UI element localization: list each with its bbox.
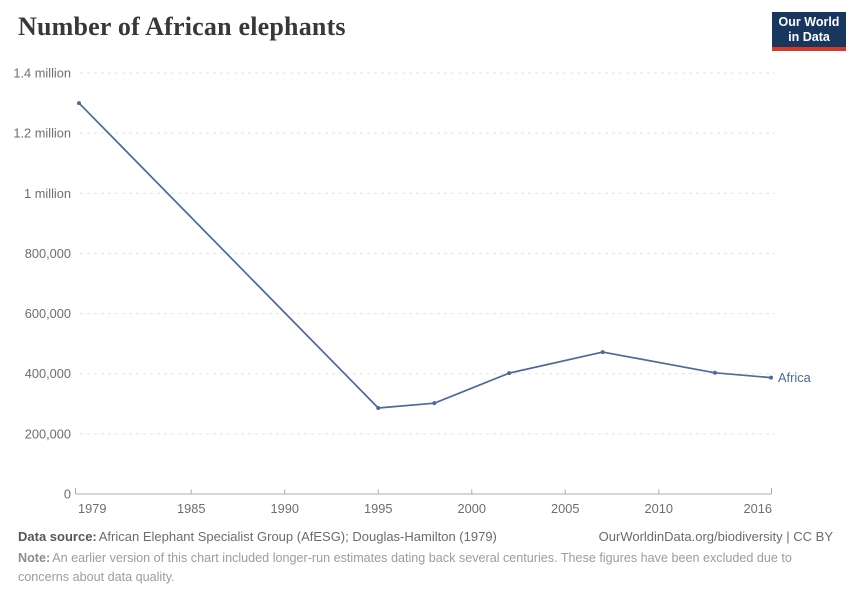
- chart-note: Note: An earlier version of this chart in…: [18, 549, 833, 586]
- chart-title: Number of African elephants: [18, 12, 346, 41]
- data-point: [600, 350, 605, 355]
- y-axis-tick-label: 200,000: [25, 426, 71, 441]
- x-axis-tick-label: 2016: [744, 501, 772, 516]
- data-source-text: African Elephant Specialist Group (AfESG…: [98, 529, 497, 544]
- note-label: Note:: [18, 551, 51, 565]
- owid-logo-line1: Our World: [778, 15, 840, 29]
- y-axis-tick-label: 0: [64, 487, 71, 502]
- x-axis-tick-label: 2000: [458, 501, 486, 516]
- data-source: Data source: African Elephant Specialist …: [18, 529, 497, 544]
- y-axis-tick-label: 1.4 million: [13, 66, 71, 81]
- x-axis-tick-label: 1979: [78, 501, 106, 516]
- x-axis-tick-label: 1995: [364, 501, 392, 516]
- data-line-africa: [78, 102, 772, 409]
- data-point: [432, 401, 437, 406]
- y-axis-tick-label: 1 million: [24, 186, 71, 201]
- y-axis-tick-label: 400,000: [25, 366, 71, 381]
- x-axis-tick-label: 2005: [551, 501, 579, 516]
- y-axis-tick-label: 1.2 million: [13, 126, 71, 141]
- chart-footer: Data source: African Elephant Specialist …: [18, 529, 833, 586]
- data-point: [77, 101, 81, 106]
- x-axis-tick-label: 1985: [177, 501, 205, 516]
- y-axis-tick-label: 600,000: [25, 306, 71, 321]
- data-point: [712, 370, 717, 375]
- series-label: Africa: [778, 370, 812, 385]
- footer-source-row: Data source: African Elephant Specialist …: [18, 529, 833, 544]
- x-axis-tick-label: 1990: [270, 501, 298, 516]
- note-text: An earlier version of this chart include…: [18, 551, 792, 584]
- x-axis-tick-label: 2010: [645, 501, 673, 516]
- y-axis-tick-label: 800,000: [25, 246, 71, 261]
- owid-logo[interactable]: Our World in Data: [772, 12, 846, 51]
- data-point: [769, 375, 773, 380]
- data-point: [507, 371, 512, 376]
- owid-citation-link[interactable]: OurWorldinData.org/biodiversity | CC BY: [598, 529, 833, 544]
- owid-logo-line2: in Data: [788, 30, 830, 44]
- data-source-label: Data source:: [18, 529, 97, 544]
- line-chart: 0 200,000 400,000 600,000 800,000 1 million 1.…: [13, 66, 812, 517]
- data-point: [376, 405, 381, 410]
